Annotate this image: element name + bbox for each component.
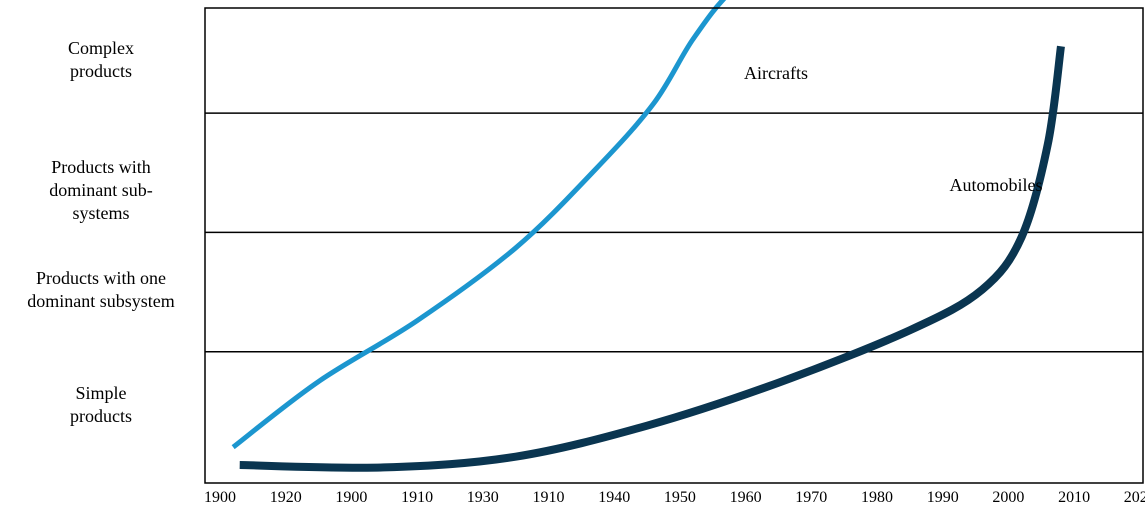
x-tick-label: 2020 (1124, 489, 1145, 506)
x-tick-label: 1900 (335, 489, 367, 506)
x-tick-label: 2000 (992, 489, 1024, 506)
series-label-automobiles: Automobiles (950, 175, 1043, 195)
x-tick-label: 1910 (533, 489, 565, 506)
grid-lines (205, 112, 1143, 353)
series-line-aircrafts (231, 0, 727, 450)
x-tick-label: 1920 (270, 489, 302, 506)
series-labels: Aircrafts Automobiles (744, 63, 1042, 195)
x-tick-label: 1960 (730, 489, 762, 506)
y-level-label: Products with dominant sub-systems (49, 156, 153, 223)
x-tick-label: 2010 (1058, 489, 1090, 506)
x-tick-label: 1990 (927, 489, 959, 506)
series-layer (231, 0, 1065, 472)
x-axis-ticks: 1900 1920 1900 1910 1930 1910 1940 1950 1960 1970… (204, 489, 1145, 506)
x-tick-label: 1900 (204, 489, 236, 506)
series-label-aircrafts: Aircrafts (744, 63, 808, 83)
plot-frame (204, 7, 1144, 484)
x-tick-label: 1970 (795, 489, 827, 506)
x-tick-label: 1910 (401, 489, 433, 506)
y-level-label: Products with one dominant subsystem (27, 268, 175, 311)
x-tick-label: 1980 (861, 489, 893, 506)
y-level-label: Complex products (68, 38, 134, 81)
x-tick-label: 1940 (598, 489, 630, 506)
series-line-automobiles (239, 45, 1065, 472)
x-tick-label: 1950 (664, 489, 696, 506)
y-level-label: Simple products (70, 383, 132, 426)
x-tick-label: 1930 (467, 489, 499, 506)
